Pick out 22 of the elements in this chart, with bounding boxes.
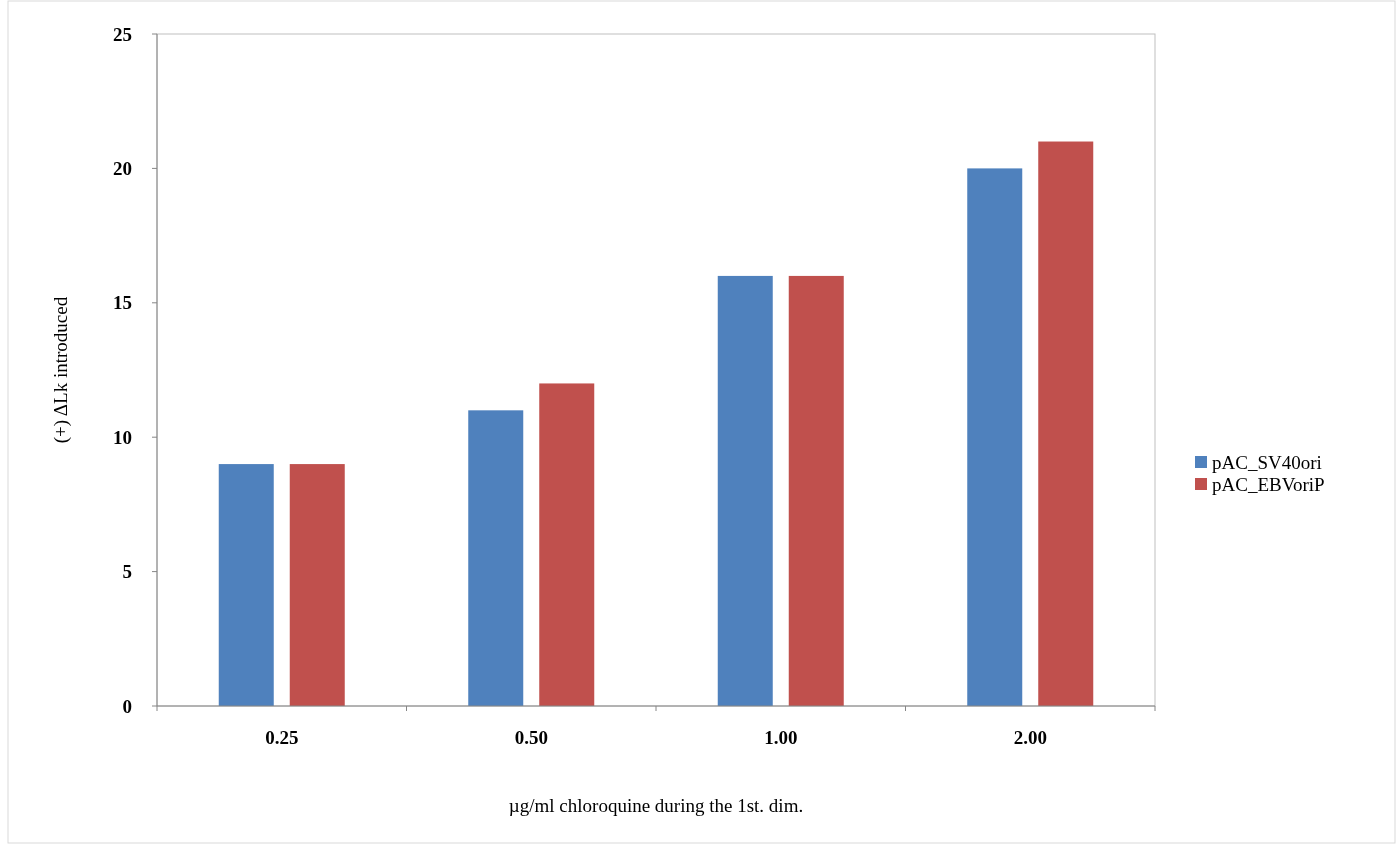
y-tick-label: 15 (113, 292, 132, 314)
y-tick-label: 10 (113, 426, 132, 448)
bar (788, 275, 844, 706)
bar (1038, 141, 1094, 706)
bar (539, 383, 595, 706)
legend-label: pAC_SV40ori (1212, 451, 1322, 473)
y-tick-label: 5 (122, 561, 132, 583)
y-axis-title: (+) ΔLk introduced (50, 296, 72, 444)
y-tick-label: 25 (113, 23, 132, 45)
bar (289, 464, 345, 706)
y-tick-label: 0 (122, 695, 132, 717)
bar (717, 275, 773, 706)
x-tick-label: 1.00 (764, 727, 798, 748)
bar (468, 410, 524, 706)
x-axis-title: µg/ml chloroquine during the 1st. dim. (508, 795, 804, 816)
bar (967, 168, 1023, 706)
x-tick-label: 0.50 (514, 727, 548, 748)
y-tick-label: 20 (113, 158, 132, 180)
bar (218, 464, 274, 706)
legend-label: pAC_EBVoriP (1212, 473, 1325, 495)
x-tick-label: 2.00 (1013, 727, 1047, 748)
x-tick-label: 0.25 (265, 727, 299, 748)
